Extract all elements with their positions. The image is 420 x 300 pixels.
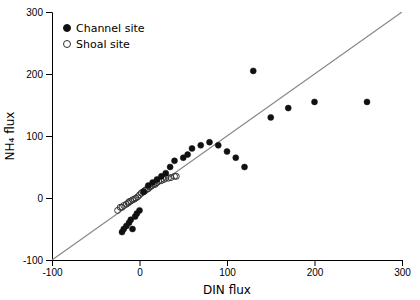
tick-label: 200 <box>26 69 43 80</box>
tick-mark <box>46 260 52 261</box>
tick: 200 <box>26 69 52 80</box>
tick: 300 <box>394 260 411 278</box>
scatter-series <box>119 68 370 235</box>
tick-mark <box>227 260 228 266</box>
point <box>137 207 143 213</box>
chart: -100 0 100 200 300 -100 0 100 200 300 Channel site… <box>0 0 420 300</box>
axis-line <box>46 13 53 261</box>
y-axis-title: NH₄ flux <box>3 112 17 161</box>
tick-label: -100 <box>23 255 43 266</box>
point <box>173 173 179 179</box>
legend-item: Channel site <box>64 22 145 35</box>
point <box>233 155 239 161</box>
tick-label: 100 <box>219 267 236 278</box>
point <box>364 99 370 105</box>
tick-mark <box>46 198 52 199</box>
point <box>312 99 318 105</box>
point <box>163 170 169 176</box>
tick-label: 200 <box>307 267 324 278</box>
scatter-series <box>115 173 180 213</box>
tick: 100 <box>219 260 236 278</box>
plot: -100 0 100 200 300 -100 0 100 200 300 Channel site… <box>23 7 411 278</box>
point <box>141 189 147 195</box>
x-axis: -100 0 100 200 300 <box>42 260 411 278</box>
point <box>130 226 136 232</box>
legend: Channel site Shoal site <box>64 22 145 51</box>
tick: 100 <box>26 131 52 142</box>
point <box>172 158 178 164</box>
tick-label: 0 <box>37 193 43 204</box>
legend-label: Channel site <box>76 22 145 35</box>
tick-mark <box>46 136 52 137</box>
legend-item: Shoal site <box>64 38 131 51</box>
tick: 300 <box>26 7 52 18</box>
point <box>207 139 213 145</box>
point <box>189 145 195 151</box>
point <box>250 68 256 74</box>
tick: -100 <box>42 260 62 278</box>
marks <box>52 12 402 260</box>
point <box>285 105 291 111</box>
point <box>224 149 230 155</box>
point <box>268 114 274 120</box>
point <box>185 152 191 158</box>
axis-line <box>53 261 403 267</box>
legend-swatch <box>64 41 71 48</box>
tick: 0 <box>37 193 52 204</box>
point <box>198 142 204 148</box>
reference-line <box>52 12 402 260</box>
point <box>140 189 146 195</box>
legend-swatch <box>64 25 71 32</box>
tick-mark <box>46 74 52 75</box>
tick-label: 100 <box>26 131 43 142</box>
tick-label: 300 <box>394 267 411 278</box>
point <box>215 142 221 148</box>
tick-mark <box>315 260 316 266</box>
tick: 0 <box>137 260 143 278</box>
tick-label: 0 <box>137 267 143 278</box>
point <box>242 164 248 170</box>
point <box>167 164 173 170</box>
x-axis-title: DIN flux <box>203 283 251 297</box>
tick-mark <box>402 260 403 266</box>
tick-label: -100 <box>42 267 62 278</box>
tick: -100 <box>23 255 52 266</box>
tick-mark <box>46 12 52 13</box>
tick-label: 300 <box>26 7 43 18</box>
legend-label: Shoal site <box>76 38 130 51</box>
tick: 200 <box>307 260 324 278</box>
y-axis: -100 0 100 200 300 <box>23 7 53 266</box>
tick-mark <box>140 260 141 266</box>
